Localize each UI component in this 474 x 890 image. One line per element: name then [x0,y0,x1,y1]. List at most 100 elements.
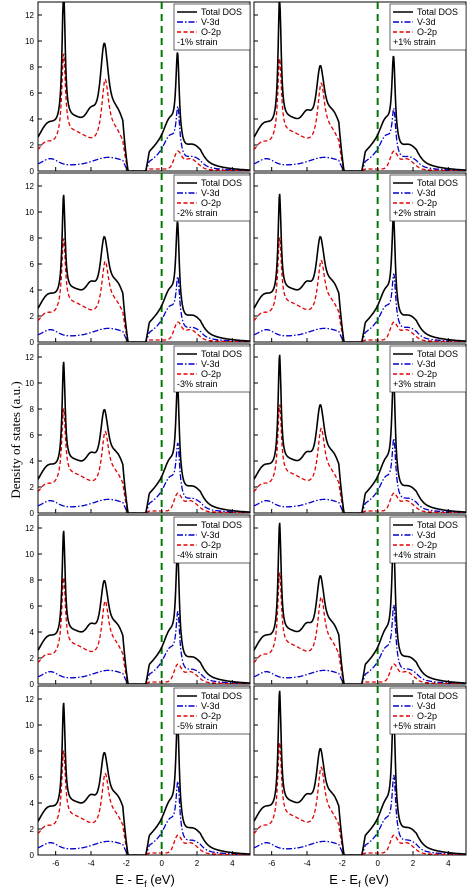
x-tick-label: -4 [87,859,95,868]
v3d-line [254,774,466,855]
legend-entry: Total DOS [201,178,242,188]
curves-group [38,361,250,513]
y-axis-label: Density of states (a.u.) [8,381,23,499]
y-tick-label: 2 [30,483,35,492]
x-tick-label: 4 [446,859,451,868]
y-tick-label: 10 [25,550,34,559]
y-tick-label: 6 [30,431,35,440]
total-dos-line [38,194,250,342]
legend-entry: V-3d [201,17,220,27]
y-tick-label: 8 [30,747,35,756]
total-dos-line [38,702,250,855]
x-tick-label: -6 [52,859,60,868]
legend-entry: O-2p [417,27,437,37]
x-tick-label: 4 [230,859,235,868]
total-dos-line [254,193,466,342]
legend-entry: O-2p [201,198,221,208]
y-tick-label: 4 [30,628,35,637]
x-tick-label: 0 [375,859,380,868]
o2p-line [38,408,250,513]
y-tick-label: 8 [30,576,35,585]
legend-entry: O-2p [201,27,221,37]
legend-entry: O-2p [417,198,437,208]
legend-entry: Total DOS [417,178,458,188]
v3d-line [38,781,250,855]
o2p-line [254,742,466,855]
legend-entry: V-3d [201,188,220,198]
strain-label: -3% strain [177,379,218,389]
legend-entry: V-3d [201,359,220,369]
curves-group [254,354,466,513]
y-tick-label: 6 [30,773,35,782]
strain-label: +5% strain [393,721,436,731]
y-tick-label: 6 [30,602,35,611]
v3d-line [254,438,466,513]
y-tick-label: 12 [25,524,34,533]
strain-label: -4% strain [177,550,218,560]
o2p-line [38,53,250,171]
x-axis-label-left: E - Ef (eV) [115,872,175,889]
total-dos-line [38,530,250,684]
legend-entry: Total DOS [201,691,242,701]
legend-entry: V-3d [201,701,220,711]
o2p-line [38,238,250,342]
y-tick-label: 0 [30,851,35,860]
y-tick-label: 2 [30,825,35,834]
legend-entry: Total DOS [201,349,242,359]
o2p-line [254,58,466,171]
strain-label: +2% strain [393,208,436,218]
total-dos-line [254,2,466,171]
y-tick-label: 10 [25,208,34,217]
y-tick-label: 2 [30,312,35,321]
v3d-line [38,611,250,684]
v3d-line [254,604,466,684]
x-tick-label: -2 [123,859,131,868]
strain-label: -2% strain [177,208,218,218]
y-tick-label: 8 [30,63,35,72]
y-tick-label: 12 [25,695,34,704]
y-tick-label: 6 [30,260,35,269]
legend-entry: O-2p [417,711,437,721]
curves-group [38,702,250,855]
y-tick-label: 12 [25,182,34,191]
legend-entry: V-3d [417,17,436,27]
o2p-line [254,237,466,342]
v3d-line [38,106,250,171]
legend-entry: V-3d [417,188,436,198]
v3d-line [254,273,466,342]
legend-entry: Total DOS [417,349,458,359]
y-tick-label: 4 [30,457,35,466]
y-tick-label: 2 [30,654,35,663]
y-tick-label: 8 [30,405,35,414]
v3d-line [254,108,466,171]
curves-group [38,194,250,342]
strain-label: +4% strain [393,550,436,560]
legend-entry: Total DOS [201,7,242,17]
o2p-line [254,572,466,684]
y-tick-label: 12 [25,353,34,362]
o2p-line [38,750,250,855]
y-tick-label: 8 [30,234,35,243]
legend-entry: V-3d [201,530,220,540]
y-tick-label: 10 [25,721,34,730]
curves-group [254,522,466,684]
strain-label: -5% strain [177,721,218,731]
x-tick-label: -6 [268,859,276,868]
legend-entry: Total DOS [201,520,242,530]
y-tick-label: 4 [30,286,35,295]
